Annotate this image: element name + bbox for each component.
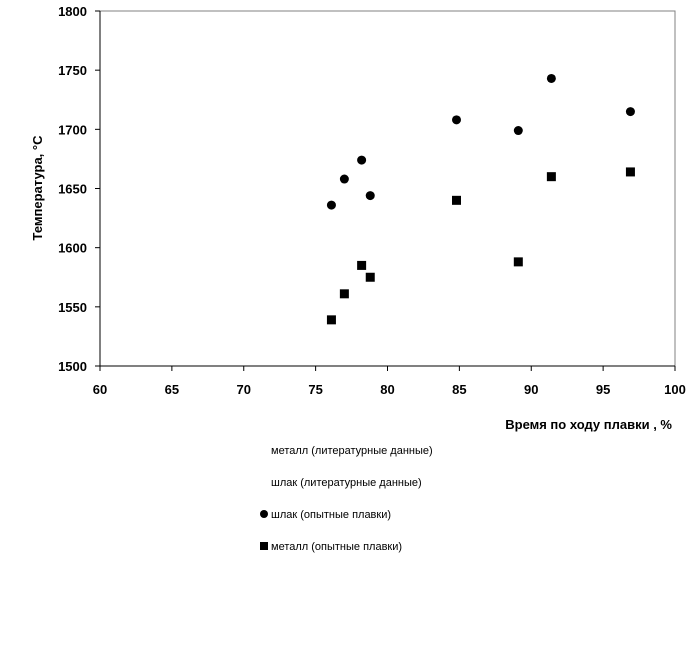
y-tick-label: 1550 [58,300,87,315]
legend-entry-label: шлак (опытные плавки) [271,509,391,521]
circle-point [365,191,375,201]
circle-point [452,115,461,125]
y-axis-title: Температура, °С [30,135,45,241]
square-point [339,289,349,299]
y-tick-label: 1750 [58,63,87,78]
y-tick-label: 1500 [58,359,87,374]
axes: 60 65 70 75 80 85 90 95 100 1500 1550 1600 1650 1700 1… [58,4,686,397]
x-tick-label: 80 [380,382,394,397]
x-tick-label: 90 [524,382,538,397]
y-tick-label: 1800 [58,4,87,19]
circle-point [326,200,336,210]
legend-square-marker [260,542,268,550]
x-tick-label: 70 [237,382,251,397]
circle-point [513,126,523,136]
square-point [625,167,635,177]
y-tick-label: 1650 [58,182,87,197]
square-point [365,272,375,282]
legend-circle-marker [260,510,268,518]
legend-entry-label: металл (литературные данные) [271,445,433,457]
square-point [513,257,523,267]
data-points [326,73,635,325]
circle-point [357,155,367,165]
x-tick-label: 100 [664,382,686,397]
circle-point [339,174,349,184]
legend-entry-label: шлак (литературные данные) [271,477,422,489]
y-tick-label: 1600 [58,241,87,256]
x-tick-label: 65 [165,382,179,397]
plot-area [99,10,676,367]
circle-point [546,73,556,83]
square-point [452,195,461,205]
legend: металл (литературные данные) шлак (литера… [260,445,433,553]
square-point [357,260,367,270]
x-tick-label: 60 [93,382,107,397]
x-tick-label: 85 [452,382,466,397]
x-tick-label: 75 [308,382,322,397]
circle-point [625,107,635,117]
legend-entry-label: металл (опытные плавки) [271,541,402,553]
square-point [546,172,556,182]
x-tick-label: 95 [596,382,610,397]
square-point [326,315,336,325]
x-axis-title: Время по ходу плавки , % [505,417,672,432]
y-tick-label: 1700 [58,122,87,137]
